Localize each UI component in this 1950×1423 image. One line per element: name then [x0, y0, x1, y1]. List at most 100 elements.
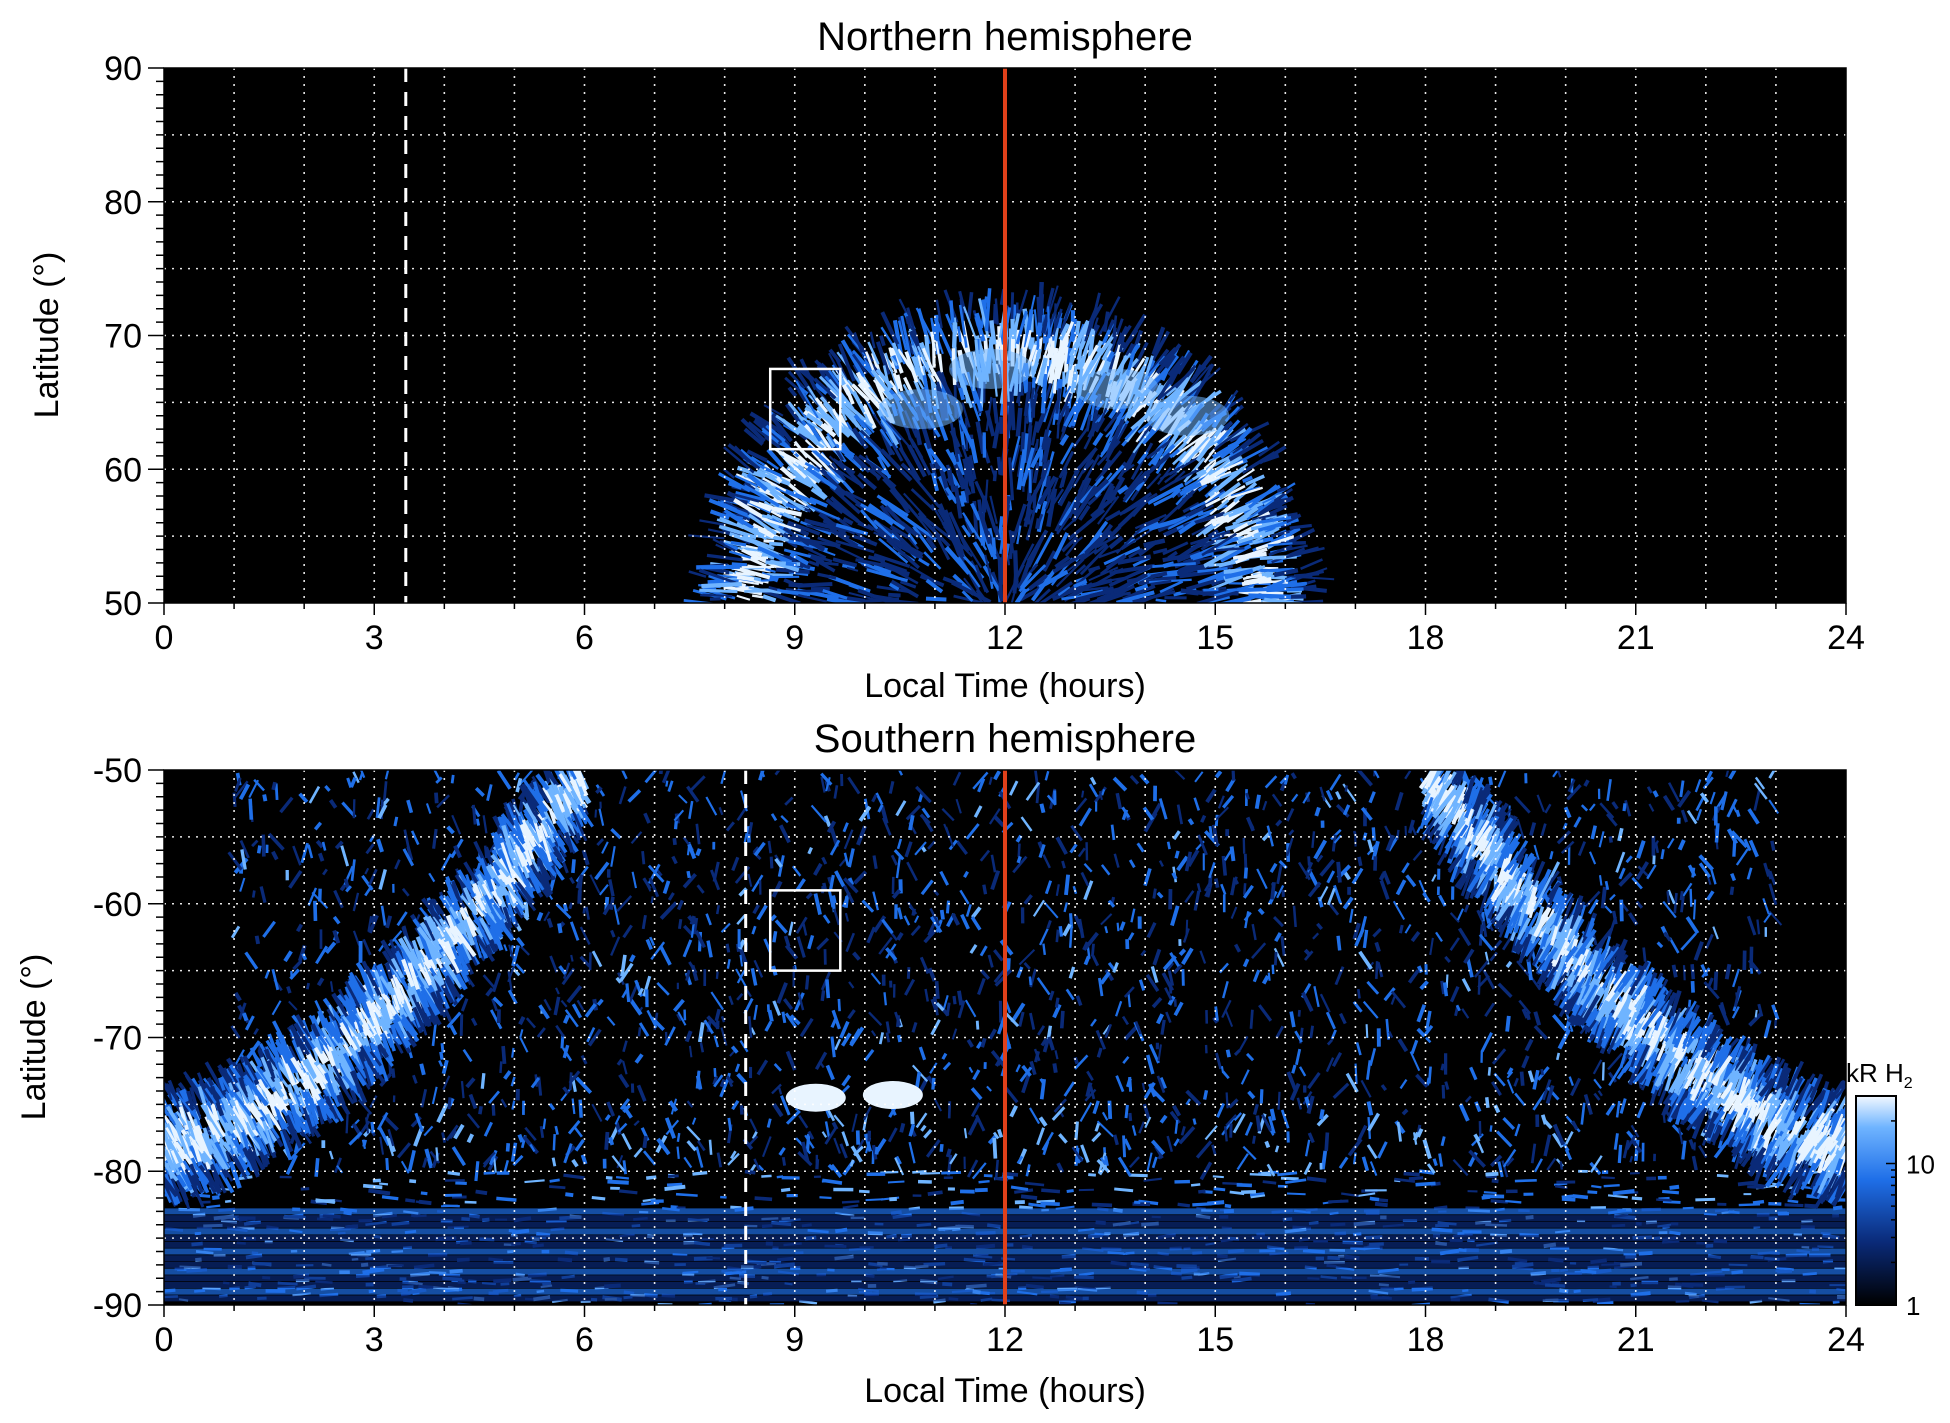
emission-streak	[1709, 791, 1716, 805]
emission-streak	[1157, 466, 1172, 485]
emission-streak	[519, 1037, 529, 1053]
emission-streak	[1259, 1089, 1264, 1104]
emission-streak	[1204, 887, 1211, 898]
emission-streak	[1590, 825, 1597, 840]
emission-streak	[385, 915, 393, 929]
emission-streak	[1171, 872, 1178, 880]
emission-streak	[1356, 770, 1373, 787]
emission-streak	[1516, 960, 1530, 976]
emission-streak	[1246, 499, 1275, 521]
emission-streak	[1521, 1055, 1530, 1069]
emission-streak	[728, 531, 766, 548]
emission-streak	[633, 1120, 640, 1127]
emission-streak	[906, 861, 918, 882]
emission-streak	[345, 885, 352, 893]
emission-streak	[1132, 590, 1176, 603]
emission-streak	[1416, 1128, 1424, 1138]
emission-streak	[480, 1073, 486, 1089]
emission-streak	[1240, 432, 1262, 451]
emission-streak	[1540, 823, 1547, 837]
emission-streak	[739, 954, 744, 967]
emission-streak	[1158, 347, 1177, 366]
emission-streak	[1046, 1025, 1053, 1040]
emission-streak	[831, 462, 847, 482]
emission-streak	[511, 1047, 515, 1058]
emission-streak	[927, 967, 937, 982]
emission-streak	[1141, 1082, 1146, 1091]
emission-streak	[871, 594, 899, 602]
emission-streak	[1196, 522, 1216, 538]
emission-streak	[478, 1105, 483, 1115]
emission-streak	[807, 846, 813, 855]
emission-streak	[487, 1155, 499, 1172]
emission-streak	[695, 848, 702, 857]
emission-streak	[1617, 827, 1624, 842]
emission-streak	[549, 955, 559, 973]
emission-streak	[885, 419, 915, 453]
emission-streak	[1148, 515, 1187, 532]
emission-streak	[843, 852, 850, 866]
emission-streak	[385, 1135, 395, 1157]
emission-streak	[1124, 424, 1139, 441]
emission-streak	[321, 841, 327, 851]
emission-streak	[712, 538, 736, 552]
emission-streak	[1039, 928, 1049, 946]
emission-streak	[1329, 773, 1342, 791]
emission-streak	[271, 850, 279, 861]
x-tick-label: 0	[155, 619, 174, 657]
emission-streak	[847, 776, 861, 795]
emission-streak	[1090, 1018, 1097, 1027]
emission-streak	[1172, 450, 1187, 466]
emission-streak	[1052, 359, 1059, 394]
emission-streak	[1703, 981, 1720, 1000]
emission-streak	[1317, 896, 1324, 908]
emission-streak	[300, 842, 309, 864]
emission-streak	[736, 594, 751, 601]
emission-streak	[1662, 900, 1677, 919]
emission-streak	[992, 470, 998, 482]
emission-streak	[946, 477, 962, 499]
emission-streak	[1333, 834, 1342, 844]
emission-streak	[966, 292, 974, 320]
emission-streak	[796, 936, 806, 958]
emission-streak	[1304, 1139, 1311, 1157]
emission-streak	[939, 909, 945, 920]
emission-streak	[992, 422, 1001, 449]
emission-streak	[1312, 932, 1320, 940]
emission-streak	[1469, 1066, 1478, 1081]
emission-streak	[872, 915, 887, 933]
emission-streak	[1694, 779, 1702, 793]
emission-streak	[1067, 318, 1078, 348]
emission-streak	[616, 1058, 624, 1066]
emission-streak	[620, 954, 627, 977]
emission-streak	[715, 543, 726, 550]
emission-streak	[1202, 1090, 1209, 1100]
emission-streak	[1088, 783, 1099, 798]
emission-streak	[798, 1114, 809, 1129]
emission-streak	[862, 404, 877, 429]
emission-streak	[1030, 421, 1039, 446]
emission-streak	[1016, 543, 1035, 577]
emission-streak	[564, 1009, 579, 1028]
emission-streak	[1237, 530, 1275, 544]
emission-streak	[1086, 593, 1112, 603]
emission-streak	[606, 1101, 616, 1117]
x-tick-label: 3	[365, 619, 384, 657]
emission-streak	[934, 980, 940, 1000]
emission-streak	[1481, 1195, 1491, 1200]
emission-streak	[720, 770, 727, 785]
emission-streak	[713, 1067, 717, 1077]
emission-streak	[1280, 936, 1286, 956]
emission-streak	[1502, 1148, 1517, 1168]
emission-streak	[756, 904, 768, 921]
emission-streak	[1041, 1188, 1061, 1194]
emission-streak	[1213, 422, 1249, 451]
emission-streak	[870, 369, 895, 400]
emission-streak	[1176, 511, 1214, 530]
emission-streak	[893, 849, 905, 861]
emission-streak	[821, 1178, 843, 1185]
emission-streak	[536, 911, 544, 922]
emission-streak	[1326, 1038, 1334, 1046]
emission-streak	[493, 1157, 497, 1173]
emission-streak	[797, 594, 828, 603]
